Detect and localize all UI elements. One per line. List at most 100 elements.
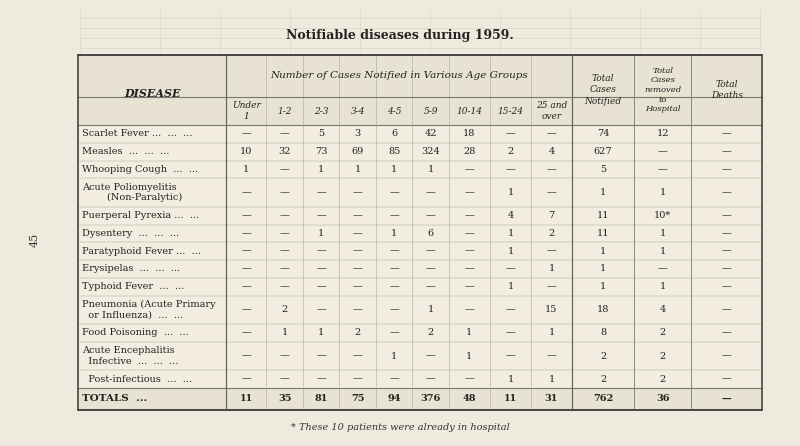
Text: DISEASE: DISEASE [124, 88, 180, 99]
Text: 1: 1 [466, 328, 473, 338]
Text: 1: 1 [391, 165, 398, 174]
Text: 6: 6 [427, 229, 434, 238]
Bar [78, 55, 762, 410]
Text: —: — [722, 264, 731, 273]
Text: —: — [242, 306, 251, 314]
Text: 1: 1 [507, 188, 514, 197]
Text: —: — [506, 129, 515, 138]
Text: 2: 2 [427, 328, 434, 338]
Text: Pneumonia (Acute Primary: Pneumonia (Acute Primary [82, 300, 216, 309]
Text: Dysentery  ...  ...  ...: Dysentery ... ... ... [82, 229, 179, 238]
Text: 32: 32 [278, 147, 291, 156]
Text: 1: 1 [282, 328, 288, 338]
Text: —: — [546, 351, 556, 360]
Text: —: — [242, 229, 251, 238]
Text: —: — [353, 188, 362, 197]
Text: —: — [722, 351, 731, 360]
Text: Erysipelas  ...  ...  ...: Erysipelas ... ... ... [82, 264, 180, 273]
Text: 2: 2 [660, 375, 666, 384]
Text: Whooping Cough  ...  ...: Whooping Cough ... ... [82, 165, 198, 174]
Text: 6: 6 [391, 129, 398, 138]
Bar [78, 55, 762, 125]
Bar [78, 388, 762, 410]
Text: —: — [426, 282, 435, 291]
Text: Food Poisoning  ...  ...: Food Poisoning ... ... [82, 328, 189, 338]
Text: —: — [242, 264, 251, 273]
Text: —: — [242, 328, 251, 338]
Text: 1: 1 [660, 188, 666, 197]
Text: —: — [722, 247, 731, 256]
Text: TOTALS  ...: TOTALS ... [82, 395, 147, 404]
Text: 11: 11 [240, 395, 253, 404]
Text: 18: 18 [597, 306, 610, 314]
Text: Notifiable diseases during 1959.: Notifiable diseases during 1959. [286, 29, 514, 42]
Text: 1: 1 [548, 328, 554, 338]
Text: 1: 1 [600, 188, 606, 197]
Text: Total
Cases
removed
to
Hospital: Total Cases removed to Hospital [644, 67, 682, 113]
Text: Paratyphoid Fever ...  ...: Paratyphoid Fever ... ... [82, 247, 201, 256]
Text: —: — [280, 351, 290, 360]
Text: —: — [280, 229, 290, 238]
Text: —: — [242, 375, 251, 384]
Text: 31: 31 [545, 395, 558, 404]
Text: 1: 1 [600, 282, 606, 291]
Text: 5: 5 [600, 165, 606, 174]
Text: 1: 1 [391, 351, 398, 360]
Text: 28: 28 [463, 147, 475, 156]
Text: —: — [242, 247, 251, 256]
Text: 1: 1 [660, 247, 666, 256]
Text: 4: 4 [660, 306, 666, 314]
Text: 2: 2 [548, 229, 554, 238]
Text: —: — [316, 282, 326, 291]
Text: 1: 1 [660, 229, 666, 238]
Text: —: — [426, 351, 435, 360]
Text: 3-4: 3-4 [350, 107, 365, 116]
Text: —: — [390, 247, 399, 256]
Text: 74: 74 [597, 129, 610, 138]
Text: 3: 3 [354, 129, 361, 138]
Text: —: — [506, 351, 515, 360]
Text: —: — [426, 211, 435, 220]
Text: 2: 2 [354, 328, 361, 338]
Text: —: — [353, 229, 362, 238]
Text: —: — [722, 129, 731, 138]
Text: —: — [722, 165, 731, 174]
Text: —: — [280, 211, 290, 220]
Text: —: — [546, 282, 556, 291]
Text: —: — [722, 375, 731, 384]
Text: Scarlet Fever ...  ...  ...: Scarlet Fever ... ... ... [82, 129, 193, 138]
Text: —: — [353, 211, 362, 220]
Text: 324: 324 [422, 147, 440, 156]
Text: 35: 35 [278, 395, 291, 404]
Text: —: — [242, 351, 251, 360]
Text: 1: 1 [507, 282, 514, 291]
Text: Measles  ...  ...  ...: Measles ... ... ... [82, 147, 170, 156]
Text: —: — [722, 328, 731, 338]
Text: —: — [465, 211, 474, 220]
Text: 1: 1 [391, 229, 398, 238]
Text: —: — [465, 247, 474, 256]
Text: 2: 2 [282, 306, 288, 314]
Text: —: — [390, 328, 399, 338]
Text: —: — [280, 264, 290, 273]
Text: —: — [658, 147, 668, 156]
Text: Puerperal Pyrexia ...  ...: Puerperal Pyrexia ... ... [82, 211, 199, 220]
Text: 5-9: 5-9 [423, 107, 438, 116]
Text: Total
Cases
Notified: Total Cases Notified [585, 74, 622, 106]
Text: 1: 1 [548, 264, 554, 273]
Text: 10-14: 10-14 [457, 107, 482, 116]
Text: —: — [722, 229, 731, 238]
Text: 48: 48 [462, 395, 476, 404]
Text: —: — [242, 211, 251, 220]
Text: 1-2: 1-2 [278, 107, 292, 116]
Text: 75: 75 [351, 395, 365, 404]
Text: Acute Encephalitis: Acute Encephalitis [82, 347, 174, 355]
Text: —: — [242, 188, 251, 197]
Text: 1: 1 [354, 165, 361, 174]
Text: 1: 1 [318, 328, 324, 338]
Text: —: — [280, 165, 290, 174]
Text: —: — [390, 282, 399, 291]
Text: —: — [506, 306, 515, 314]
Text: —: — [353, 264, 362, 273]
Text: 10*: 10* [654, 211, 671, 220]
